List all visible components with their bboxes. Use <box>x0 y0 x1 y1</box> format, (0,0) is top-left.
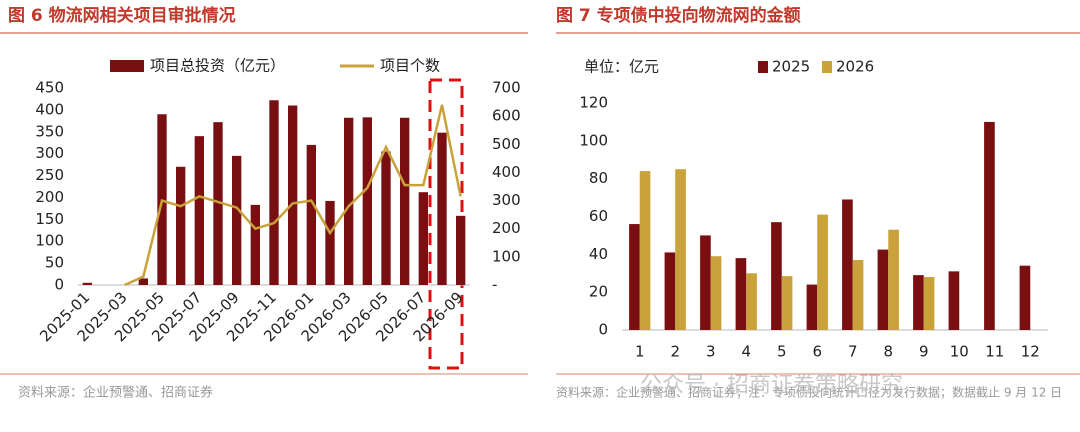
legend-label: 项目总投资（亿元） <box>150 57 285 75</box>
bar <box>781 276 793 330</box>
y-tick-label: 40 <box>589 245 608 263</box>
bar <box>437 132 447 285</box>
bar <box>269 100 279 285</box>
bar <box>82 282 92 285</box>
bar <box>344 117 354 285</box>
y-tick-label: 250 <box>35 166 64 184</box>
x-tick-label: 8 <box>883 343 893 361</box>
x-tick-label: 12 <box>1021 343 1040 361</box>
legend-label: 2026 <box>836 58 874 76</box>
bar <box>400 117 410 285</box>
bar <box>1019 265 1031 330</box>
y-tick-label: 120 <box>579 94 608 112</box>
bar <box>852 260 864 330</box>
bar <box>746 273 757 330</box>
bar <box>913 275 924 330</box>
bar <box>923 277 935 330</box>
bar <box>664 252 676 330</box>
bar <box>842 199 853 330</box>
legend-swatch <box>822 61 832 73</box>
y2-tick-label: 500 <box>492 135 521 153</box>
x-tick-label: 11 <box>985 343 1004 361</box>
x-tick-label: 3 <box>706 343 716 361</box>
x-tick-label: 9 <box>919 343 929 361</box>
y-tick-label: 200 <box>35 188 64 206</box>
y2-tick-label: 100 <box>492 247 521 265</box>
bar <box>362 117 372 285</box>
y-tick-label: 80 <box>589 169 608 187</box>
y-tick-label: 450 <box>35 79 64 97</box>
watermark: 公众号 · 招商证券策略研究 <box>640 373 903 398</box>
y2-tick-label: 700 <box>492 79 521 97</box>
legend-swatch <box>758 61 768 73</box>
y-tick-label: 300 <box>35 144 64 162</box>
legend-swatch <box>110 60 144 72</box>
y2-tick-label: 300 <box>492 191 521 209</box>
bar <box>639 171 651 330</box>
legend-label: 2025 <box>772 58 810 76</box>
bar <box>213 122 223 285</box>
legend-label: 项目个数 <box>380 57 440 75</box>
x-tick-label: 1 <box>635 343 645 361</box>
bar <box>984 121 995 331</box>
x-tick-label: 6 <box>812 343 822 361</box>
bar <box>735 258 747 330</box>
bar <box>629 224 640 330</box>
line <box>124 104 462 287</box>
y-tick-label: 0 <box>598 321 608 339</box>
bar <box>418 192 428 285</box>
bar <box>325 200 335 285</box>
x-tick-label: 5 <box>777 343 787 361</box>
x-tick-label: 2 <box>670 343 680 361</box>
bar <box>176 166 186 285</box>
y2-tick-label: 200 <box>492 219 521 237</box>
source: 资料来源：企业预警通、招商证券；注：专项债投向统计口径为发行数据；数据截止 9 … <box>556 385 1062 400</box>
y-tick-label: 400 <box>35 100 64 118</box>
bar <box>381 151 391 285</box>
y2-tick-label: - <box>492 276 497 294</box>
chart-title: 图 6 物流网相关项目审批情况 <box>8 5 236 26</box>
bar <box>675 169 686 330</box>
bar <box>700 235 711 330</box>
y-tick-label: 60 <box>589 207 608 225</box>
bar <box>771 222 782 330</box>
bar <box>250 204 260 285</box>
y-tick-label: 100 <box>35 232 64 250</box>
bar <box>948 271 960 330</box>
bar <box>710 256 722 330</box>
y-tick-label: 0 <box>54 276 64 294</box>
bar <box>817 214 828 330</box>
bar <box>806 284 818 330</box>
source: 资料来源：企业预警通、招商证券 <box>18 385 213 401</box>
bar <box>138 278 148 285</box>
bar <box>456 215 466 285</box>
x-tick-label: 10 <box>950 343 969 361</box>
y2-tick-label: 400 <box>492 163 521 181</box>
y-tick-label: 350 <box>35 122 64 140</box>
x-tick-label: 7 <box>848 343 858 361</box>
bar <box>232 155 242 285</box>
bar <box>194 136 204 285</box>
y-tick-label: 20 <box>589 283 608 301</box>
bar <box>306 144 316 285</box>
bar <box>288 105 298 285</box>
y-tick-label: 50 <box>45 254 64 272</box>
bar <box>877 249 889 330</box>
chart-title: 图 7 专项债中投向物流网的金额 <box>556 5 801 26</box>
x-tick-label: 4 <box>741 343 751 361</box>
y-tick-label: 150 <box>35 210 64 228</box>
y-tick-label: 100 <box>579 131 608 149</box>
unit-label: 单位：亿元 <box>584 58 659 76</box>
y2-tick-label: 600 <box>492 107 521 125</box>
bar <box>888 229 899 330</box>
